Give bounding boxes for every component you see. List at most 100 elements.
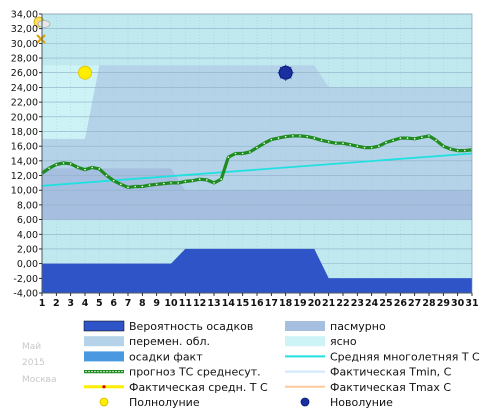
forecast-point: [256, 146, 258, 149]
forecast-point: [406, 137, 409, 139]
x-tick-label: 17: [265, 298, 278, 309]
legend-swatch-dot: [118, 370, 120, 373]
forecast-point: [62, 162, 65, 164]
forecast-point: [292, 135, 294, 137]
x-tick-label: 5: [96, 298, 103, 309]
x-tick-label: 23: [351, 298, 364, 309]
x-tick-label: 27: [408, 298, 421, 309]
new-moon-icon: [278, 65, 293, 80]
forecast-point: [198, 178, 201, 180]
x-tick-label: 3: [67, 298, 74, 309]
x-tick-label: 30: [451, 298, 465, 309]
legend-item: Полнолуние: [99, 396, 200, 409]
x-tick-label: 4: [82, 298, 89, 309]
x-tick-label: 14: [222, 298, 236, 309]
x-tick-label: 28: [422, 298, 436, 309]
y-tick-label: 0,00: [17, 259, 38, 270]
x-tick-label: 7: [125, 298, 132, 309]
forecast-point: [120, 183, 122, 186]
legend-swatch-dot: [94, 370, 96, 373]
forecast-point: [69, 162, 72, 165]
y-tick-label: -2,00: [13, 274, 38, 285]
legend-swatch-box: [285, 321, 325, 331]
x-tick-label: 11: [179, 298, 192, 309]
forecast-point: [442, 145, 445, 147]
y-tick-label: 6,00: [17, 215, 38, 226]
x-tick-label: 13: [207, 298, 220, 309]
legend-item: прогноз ТС среднесут.: [84, 366, 261, 379]
forecast-point: [177, 182, 179, 184]
y-tick-label: 10,00: [11, 186, 38, 197]
x-tick-label: 1: [39, 298, 46, 309]
legend-item: ясно: [285, 335, 357, 348]
legend-swatch-moon: [99, 397, 109, 407]
forecast-point: [370, 146, 373, 149]
alert-cross-b: [36, 34, 46, 44]
forecast-point: [270, 138, 273, 141]
x-tick-label: 10: [164, 298, 178, 309]
forecast-point: [91, 166, 93, 169]
forecast-point: [263, 142, 265, 145]
new-moon-marker: [277, 64, 294, 81]
new-moon-ray: [279, 76, 282, 79]
forecast-point: [378, 145, 380, 147]
new-moon-ray: [289, 66, 292, 69]
legend-swatch-box: [285, 336, 325, 347]
y-tick-label: 4,00: [17, 230, 38, 241]
y-tick-label: 32,00: [11, 24, 38, 35]
y-tick-label: 26,00: [11, 68, 38, 79]
legend-label: Средняя многолетняя Т С: [330, 350, 480, 363]
legend-swatch-box: [84, 336, 124, 347]
forecast-point: [313, 137, 316, 139]
legend-item: Вероятность осадков: [83, 320, 253, 333]
x-tick-label: 24: [365, 298, 379, 309]
legend-item: Средняя многолетняя Т С: [285, 350, 480, 363]
x-tick-label: 21: [322, 298, 335, 309]
legend-swatch-dot: [112, 370, 114, 373]
y-tick-label: 16,00: [11, 142, 38, 153]
legend-swatch-box: [83, 320, 125, 332]
legend-label: Полнолуние: [129, 396, 200, 409]
forecast-point: [356, 145, 359, 147]
y-tick-label: 30,00: [11, 39, 38, 50]
forecast-point: [363, 146, 366, 149]
forecast-point: [449, 148, 452, 150]
full-moon-marker: [78, 65, 92, 80]
alert-icon: [36, 34, 46, 44]
x-tick-label: 19: [293, 298, 306, 309]
legend-swatch-dot: [91, 370, 93, 373]
forecast-point: [127, 186, 129, 189]
legend-label: прогноз ТС среднесут.: [129, 366, 261, 379]
forecast-point: [456, 149, 459, 152]
forecast-point: [105, 174, 108, 177]
legend-label: Фактическая Tmin, C: [330, 366, 452, 379]
x-tick-label: 26: [394, 298, 408, 309]
legend-label: Фактическая Tmax C: [330, 381, 451, 394]
forecast-point: [435, 139, 437, 142]
forecast-point: [155, 183, 158, 186]
forecast-point: [241, 152, 244, 155]
legend-swatch-dot: [103, 370, 105, 373]
x-tick-label: 2: [53, 298, 60, 309]
x-tick-label: 12: [193, 298, 206, 309]
forecast-point: [163, 182, 165, 185]
forecast-point: [191, 179, 194, 182]
forecast-point: [249, 151, 251, 153]
legend-item: Фактическая Tmin, C: [285, 366, 452, 379]
forecast-point: [55, 163, 58, 166]
legend-label: осадки факт: [129, 350, 203, 363]
forecast-point: [385, 141, 387, 144]
legend-swatch-dot: [100, 370, 102, 373]
x-tick-label: 20: [308, 298, 322, 309]
x-tick-label: 9: [153, 298, 160, 309]
forecast-point: [170, 182, 172, 184]
forecast-point: [399, 137, 402, 139]
y-tick-label: 24,00: [11, 83, 38, 94]
y-tick-label: 14,00: [11, 156, 38, 167]
legend-item: осадки факт: [84, 350, 203, 363]
forecast-point: [320, 139, 323, 142]
forecast-point: [335, 142, 337, 145]
forecast-point: [112, 179, 115, 182]
y-tick-label: 22,00: [11, 98, 38, 109]
legend-label: Новолуние: [330, 396, 393, 409]
